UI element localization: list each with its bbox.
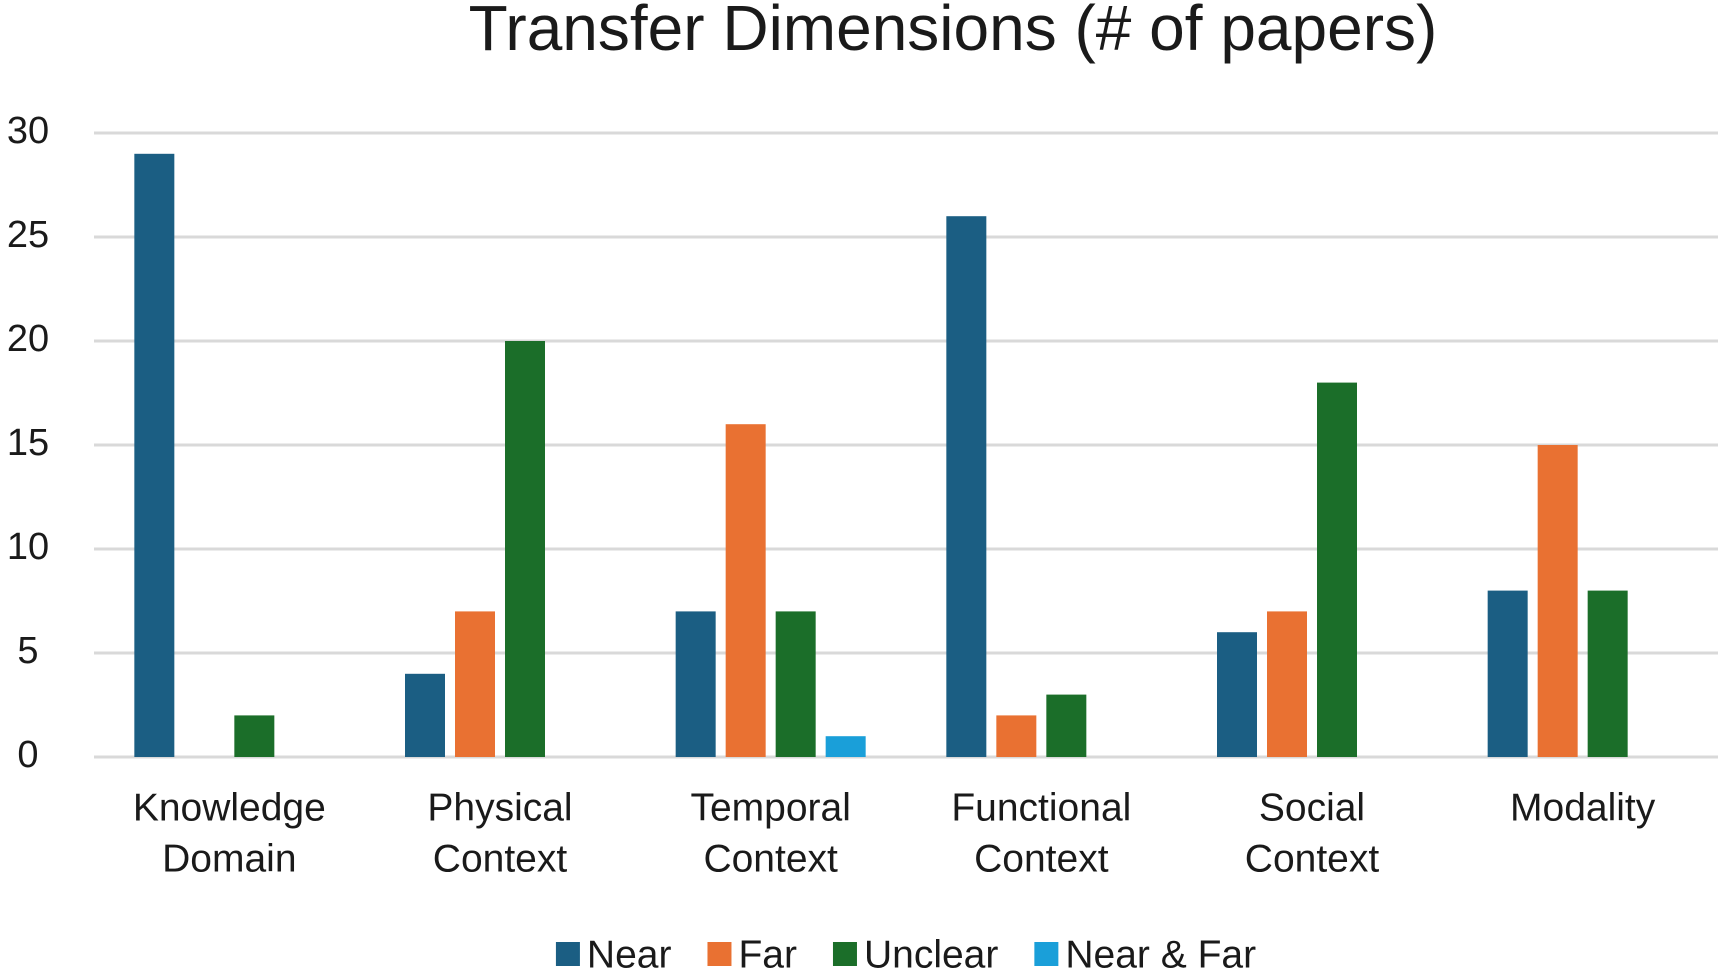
bar xyxy=(455,611,495,757)
bar xyxy=(825,736,866,757)
bar xyxy=(775,611,816,757)
y-tick-label: 30 xyxy=(7,110,49,152)
x-tick-label: Knowledge xyxy=(133,786,326,829)
x-tick-label: Physical xyxy=(427,786,572,829)
legend-swatch xyxy=(555,942,580,966)
x-tick-label: Temporal xyxy=(690,786,850,829)
legend-label: Far xyxy=(738,933,797,976)
y-tick-label: 25 xyxy=(7,214,49,256)
x-tick-label: Context xyxy=(974,837,1109,880)
x-tick-label: Domain xyxy=(162,837,296,880)
y-tick-label: 20 xyxy=(7,318,49,360)
legend-swatch xyxy=(1034,942,1059,966)
bar xyxy=(1537,445,1578,757)
x-tick-label: Social xyxy=(1259,786,1365,829)
chart-title: Transfer Dimensions (# of papers) xyxy=(469,0,1438,64)
bar xyxy=(234,715,275,757)
bar xyxy=(675,611,716,757)
bar xyxy=(405,673,445,757)
bar xyxy=(134,153,175,758)
bar xyxy=(946,216,987,757)
bar xyxy=(1267,611,1307,757)
y-tick-label: 5 xyxy=(17,630,38,672)
x-tick-label: Context xyxy=(703,837,838,880)
bar xyxy=(1317,382,1357,757)
x-tick-label: Context xyxy=(1245,837,1380,880)
y-tick-label: 15 xyxy=(7,422,49,464)
bar xyxy=(1487,590,1528,757)
bar xyxy=(725,424,766,757)
bar xyxy=(505,341,545,757)
x-tick-label: Modality xyxy=(1510,786,1656,829)
legend-swatch xyxy=(707,942,732,966)
bar xyxy=(1046,694,1087,757)
x-tick-label: Functional xyxy=(951,786,1131,829)
y-tick-label: 0 xyxy=(17,734,38,776)
y-tick-label: 10 xyxy=(7,526,49,568)
bar xyxy=(996,715,1037,757)
legend-label: Near & Far xyxy=(1065,933,1256,976)
legend-swatch xyxy=(832,942,857,966)
legend-label: Unclear xyxy=(864,933,998,976)
bar xyxy=(1217,632,1257,757)
legend-label: Near xyxy=(587,933,672,976)
bar xyxy=(1587,590,1628,757)
x-tick-label: Context xyxy=(433,837,568,880)
